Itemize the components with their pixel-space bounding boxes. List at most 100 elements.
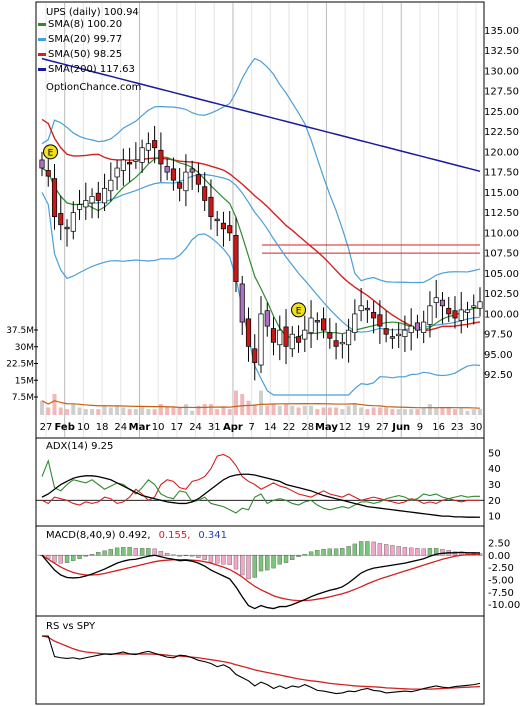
legend-label: SMA(200) 117.63 [48, 64, 135, 75]
volume-bar [309, 405, 314, 415]
volume-bar [227, 409, 232, 415]
macd-signal-value: 0.155, [159, 530, 191, 541]
x-tick-label: 10 [152, 422, 165, 433]
volume-bar [77, 407, 82, 415]
price-tick-label: 115.00 [484, 188, 519, 199]
volume-bar [46, 407, 51, 415]
macd-hist-value: 0.341 [198, 530, 227, 541]
macd-histogram-bar [421, 548, 426, 556]
candle-body [396, 333, 402, 337]
price-series: EE [39, 57, 483, 415]
x-tick-label: 30 [470, 422, 483, 433]
candle-body [421, 321, 427, 333]
price-tick-label: 92.50 [484, 370, 513, 381]
macd-histogram-bar [127, 547, 132, 556]
legend-label: SMA(20) 99.77 [48, 34, 122, 45]
macd-tick-label: 2.50 [488, 538, 510, 549]
volume-bar [371, 407, 376, 415]
volume-bar [215, 409, 220, 415]
volume-bar [208, 404, 213, 415]
macd-histogram-bar [177, 555, 182, 557]
macd-histogram-bar [440, 549, 445, 556]
macd-histogram-bar [102, 550, 107, 556]
macd-histogram-bar [271, 555, 276, 569]
volume-bar [396, 409, 401, 415]
candle-body [327, 332, 333, 339]
candle-body [446, 307, 452, 315]
volume-bar [321, 407, 326, 415]
volume-bar [102, 405, 107, 415]
adx-minus-di-line [41, 453, 480, 506]
macd-histogram-bar [290, 555, 295, 560]
x-tick-label: 14 [264, 422, 277, 433]
price-axis: 135.00 132.50 130.00 127.50 125.00 122.50 120.… [484, 26, 519, 381]
macd-histogram-bar [246, 555, 251, 580]
volume-bar [434, 407, 439, 415]
price-tick-label: 125.00 [484, 107, 519, 118]
volume-bar [352, 404, 357, 415]
candle-body [333, 340, 339, 347]
volume-bar [71, 404, 76, 415]
candle-body [102, 187, 108, 204]
x-tick-label: May [315, 422, 338, 433]
rs-group [41, 635, 481, 695]
volume-bar [259, 390, 263, 415]
macd-tick-label: 0.00 [488, 551, 510, 562]
macd-label: MACD(8,40,9) 0.492, [46, 530, 151, 541]
volume-bar [402, 409, 407, 415]
macd-histogram-bar [139, 548, 145, 556]
candle-body [45, 170, 51, 177]
macd-histogram-bar [89, 554, 95, 556]
candle-body [183, 171, 189, 192]
macd-histogram-bar [58, 555, 63, 564]
macd-histogram-bar [434, 548, 439, 556]
candle-body [202, 186, 208, 201]
macd-histogram-bar [390, 545, 395, 556]
adx-label: ADX(14) 9.25 [46, 441, 113, 452]
volume-bar [265, 405, 270, 415]
x-tick-label: 17 [171, 422, 184, 433]
volume-bar [384, 407, 389, 415]
volume-bar [196, 405, 201, 415]
price-tick-label: 117.50 [484, 168, 519, 179]
price-tick-label: 120.00 [484, 147, 519, 158]
x-tick-label: 19 [357, 422, 370, 433]
macd-histogram-bar [77, 555, 82, 559]
volume-bar [277, 405, 282, 415]
macd-histogram-bar [358, 541, 364, 556]
candle-body [433, 297, 439, 303]
macd-histogram-bar [215, 555, 220, 564]
candle-body [402, 329, 408, 337]
price-tick-label: 102.50 [484, 289, 519, 300]
price-tick-label: 105.00 [484, 269, 519, 280]
sma50-line [41, 118, 481, 332]
macd-histogram-bar [114, 547, 120, 556]
legend-label: SMA(8) 100.20 [48, 19, 122, 30]
macd-legend: MACD(8,40,9) 0.492, 0.155, 0.341 [46, 530, 227, 541]
volume-bar [440, 407, 445, 415]
volume-tick-label: 22.5M [6, 360, 34, 370]
price-tick-label: 95.00 [484, 350, 513, 361]
macd-histogram-bar [265, 555, 270, 571]
rs-line [42, 635, 481, 695]
macd-signal-line [41, 553, 481, 602]
candle-body [233, 234, 239, 282]
macd-histogram-bar [340, 548, 345, 556]
volume-bar [465, 410, 470, 415]
candle-body [133, 159, 139, 162]
x-tick-label: 24 [114, 422, 127, 433]
macd-histogram-bar [240, 555, 245, 576]
legend: SMA(8) 100.20 SMA(20) 99.77 SMA(50) 98.25 S… [38, 19, 135, 75]
bollinger-upper-line [41, 57, 481, 284]
candle-body [464, 309, 471, 313]
adx-tick-label: 20 [488, 496, 501, 507]
candle-body [408, 325, 414, 333]
volume-bar [478, 409, 482, 415]
volume-bar [52, 394, 57, 415]
macd-histogram-bar [321, 549, 326, 556]
volume-bar [365, 409, 370, 415]
candle-body [170, 168, 176, 181]
candle-body [389, 336, 395, 339]
macd-histogram-bar [409, 547, 414, 556]
candle-body [471, 305, 477, 308]
